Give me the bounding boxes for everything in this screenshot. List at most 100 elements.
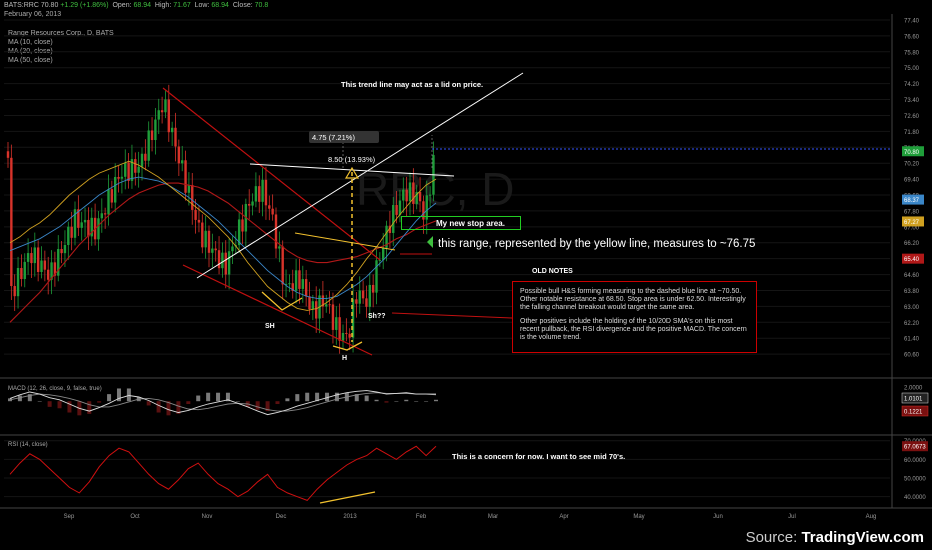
candle-body xyxy=(53,262,57,276)
annotation-text: This trend line may act as a lid on pric… xyxy=(341,80,483,89)
candle-body xyxy=(137,166,140,173)
measure-label-box xyxy=(309,131,379,143)
candle-body xyxy=(221,252,224,269)
candle-body xyxy=(77,209,80,228)
macd-tag-label: 0.1221 xyxy=(904,410,923,416)
candle-body xyxy=(33,247,36,264)
annotation-arrow xyxy=(427,236,433,248)
x-tick-label: Dec xyxy=(276,514,287,520)
candle-body xyxy=(70,226,73,238)
y-tick-label: 60.60 xyxy=(904,353,920,359)
old-notes-box: Possible bull H&S forming measuring to t… xyxy=(512,281,757,353)
candle-body xyxy=(191,185,194,210)
candle-body xyxy=(174,127,177,147)
macd-histogram-bar xyxy=(107,394,112,402)
candle-body xyxy=(338,317,341,341)
candle-body xyxy=(194,209,197,220)
y-tick-label: 74.20 xyxy=(904,82,920,88)
macd-title: MACD (12, 26, close, 9, false, true) xyxy=(8,386,102,392)
candle-body xyxy=(20,267,23,280)
annotation-text: this range, represented by the yellow li… xyxy=(438,238,755,250)
candle-body xyxy=(124,162,127,177)
candle-body xyxy=(261,179,264,202)
candle-body xyxy=(181,160,184,164)
candle-body xyxy=(57,248,60,276)
low-label: Low: xyxy=(194,2,210,9)
y-tick-label: 69.40 xyxy=(904,178,920,184)
macd-histogram-bar xyxy=(17,395,22,402)
rsi-tag-bg xyxy=(902,441,928,452)
open-label: Open: xyxy=(112,2,132,9)
symbol-header: BATS:RRC 70.80 +1.29 (+1.86%) Open: 68.9… xyxy=(4,2,268,9)
candle-body xyxy=(258,186,261,202)
macd-histogram-bar xyxy=(404,399,409,402)
candle-body xyxy=(67,226,70,246)
candle-body xyxy=(254,186,258,202)
candle-body xyxy=(378,259,382,261)
y-tick-label: 67.80 xyxy=(904,209,920,215)
y-tick-label: 63.80 xyxy=(904,289,920,295)
candle-body xyxy=(160,110,164,113)
macd-histogram-bar xyxy=(394,401,399,402)
macd-histogram-bar xyxy=(424,401,429,402)
candle-body xyxy=(16,267,20,297)
legend-title: Range Resources Corp., D, BATS xyxy=(8,30,114,37)
channel-lower-line xyxy=(182,264,373,356)
symbol: BATS:RRC xyxy=(4,2,39,9)
rsi-tick-label: 60.0000 xyxy=(904,458,926,464)
candle-body xyxy=(177,146,181,164)
candle-body xyxy=(100,213,103,219)
rsi-title: RSI (14, close) xyxy=(8,442,48,448)
rsi-tag-label: 67.0673 xyxy=(904,445,926,451)
candle-body xyxy=(288,283,291,285)
candle-body xyxy=(358,290,361,304)
candle-body xyxy=(405,189,408,202)
candle-body xyxy=(271,208,274,215)
head-mark xyxy=(332,341,363,351)
candle-body xyxy=(268,205,271,209)
macd-histogram-bar xyxy=(216,392,221,402)
candle-body xyxy=(301,279,304,289)
close-label: Close: xyxy=(232,2,253,9)
candle-body xyxy=(157,110,160,120)
macd-histogram-bar xyxy=(374,399,379,402)
stop-area-box: My new stop area. xyxy=(401,216,521,230)
candle-body xyxy=(408,182,412,202)
candle-body xyxy=(211,248,214,253)
candle-body xyxy=(388,225,392,233)
y-tick-label: 62.20 xyxy=(904,321,920,327)
candle-body xyxy=(60,248,63,254)
candle-body xyxy=(201,222,204,248)
macd-histogram-bar xyxy=(434,399,438,402)
candle-body xyxy=(217,250,221,269)
candle-body xyxy=(107,189,110,215)
candle-body xyxy=(392,204,395,233)
candle-body xyxy=(425,195,428,220)
yellow-slope-line xyxy=(294,232,396,251)
candle-body xyxy=(90,217,93,237)
candle-body xyxy=(130,159,134,181)
macd-histogram-bar xyxy=(285,398,290,402)
x-tick-label: Jul xyxy=(788,514,796,520)
callout-line xyxy=(391,312,513,319)
macd-histogram-bar xyxy=(364,395,369,402)
y-tick-label: 71.80 xyxy=(904,130,920,136)
macd-histogram-bar xyxy=(325,392,330,402)
close-value: 70.8 xyxy=(254,2,269,9)
candle-body xyxy=(83,219,87,223)
candle-body xyxy=(428,194,432,196)
y-tick-label: 75.00 xyxy=(904,66,920,72)
macd-line xyxy=(9,390,436,416)
macd-signal-line xyxy=(9,392,437,412)
macd-histogram-bar xyxy=(265,401,270,412)
candle-body xyxy=(281,246,284,285)
candle-body xyxy=(375,260,378,293)
rsi-divergence-line xyxy=(319,491,376,504)
high-label: High: xyxy=(154,2,172,9)
candle-body xyxy=(207,230,211,253)
y-tick-label: 77.40 xyxy=(904,18,920,24)
y-tick-label: 64.60 xyxy=(904,273,920,279)
candle-body xyxy=(298,270,301,289)
source-credit: Source: TradingView.com xyxy=(746,529,924,546)
